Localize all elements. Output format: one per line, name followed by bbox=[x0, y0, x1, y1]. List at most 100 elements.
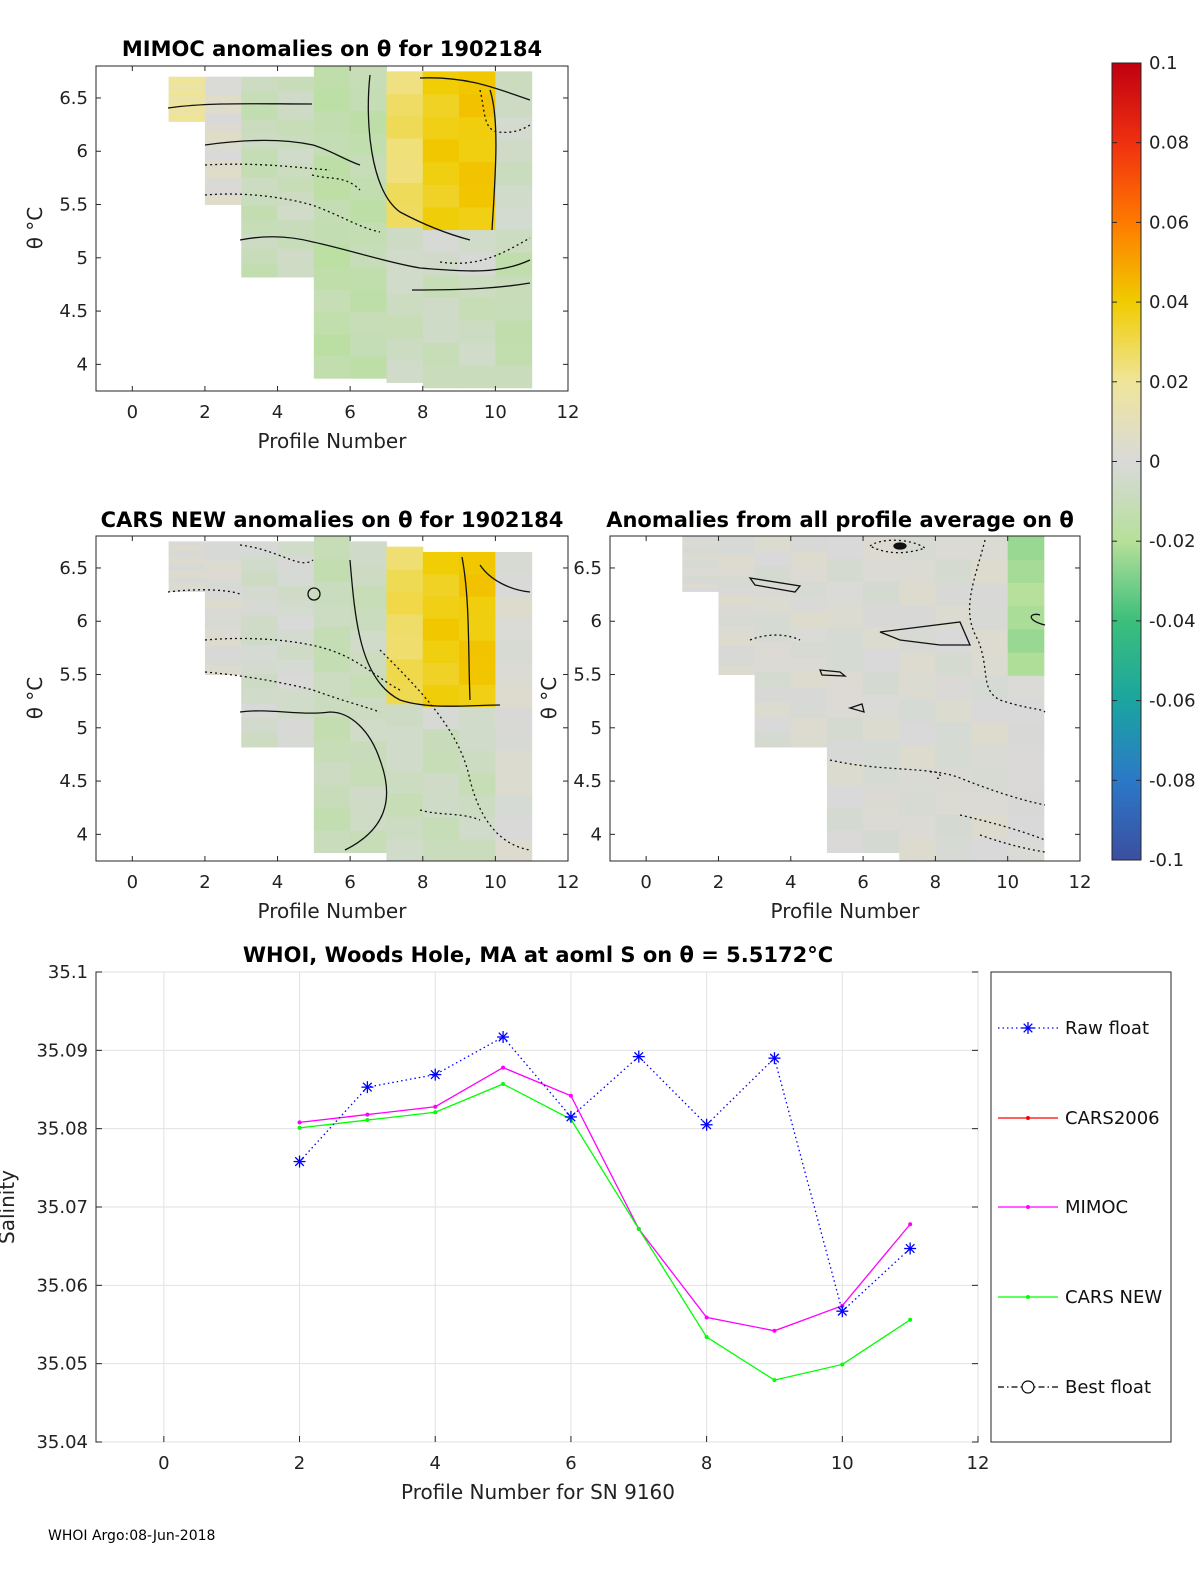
profile-average-cell bbox=[826, 784, 864, 808]
cars-new-cell bbox=[313, 649, 351, 673]
mimoc-cell bbox=[495, 229, 533, 253]
mimoc-cell bbox=[495, 139, 533, 163]
profile-average-cell bbox=[863, 762, 900, 786]
mimoc-x-label: Profile Number bbox=[258, 429, 408, 453]
mimoc-cell bbox=[495, 206, 533, 231]
profile-average-cell bbox=[682, 575, 719, 581]
cars-new-cell bbox=[204, 665, 242, 676]
profile-average-cell bbox=[826, 626, 864, 650]
mimoc-cell bbox=[386, 271, 424, 295]
raw-float-point bbox=[632, 1050, 645, 1063]
profile-average-cell bbox=[1007, 582, 1045, 607]
cars-new-cell bbox=[241, 673, 279, 689]
profile-average-cell bbox=[899, 791, 936, 816]
mimoc-cell bbox=[350, 355, 387, 379]
profile-average-cell bbox=[826, 649, 864, 673]
mimoc-cell bbox=[168, 108, 206, 113]
profile-average-cell bbox=[826, 762, 864, 786]
mimoc-contours bbox=[167, 74, 531, 291]
cars-new-cell bbox=[386, 703, 424, 727]
profile-average-y-tick-label: 5.5 bbox=[573, 665, 602, 686]
mimoc-cell bbox=[459, 139, 496, 163]
cars-new-cell bbox=[277, 644, 315, 660]
mimoc-cell bbox=[422, 161, 460, 185]
cars-new-cell bbox=[168, 552, 206, 557]
cars-new-cell bbox=[422, 750, 460, 774]
legend-label-cars-new: CARS NEW bbox=[1065, 1287, 1162, 1308]
cars-new-cell bbox=[495, 706, 533, 730]
mimoc-cell bbox=[313, 177, 351, 201]
salinity-series bbox=[293, 1031, 917, 1383]
profile-average-cell bbox=[718, 644, 756, 656]
cars-new-cell bbox=[459, 706, 496, 730]
cars-new-cell bbox=[204, 550, 242, 561]
mimoc-cell bbox=[350, 222, 387, 245]
cars-new-cell bbox=[495, 640, 533, 663]
mimoc-cell bbox=[422, 319, 460, 344]
mimoc-point bbox=[908, 1222, 913, 1227]
colorbar-tick-label: -0.02 bbox=[1149, 531, 1196, 552]
mimoc-cell bbox=[168, 86, 206, 90]
mimoc-cell bbox=[459, 184, 496, 208]
mimoc-cell bbox=[350, 289, 387, 312]
profile-average-cell bbox=[863, 716, 900, 740]
cars-new-cell bbox=[495, 728, 533, 752]
profile-average-cell bbox=[863, 807, 900, 831]
profile-average-cell bbox=[863, 739, 900, 763]
cars-new-cell bbox=[241, 717, 279, 733]
mimoc-cell bbox=[168, 76, 206, 81]
cars-new-point bbox=[433, 1110, 438, 1115]
mimoc-cell bbox=[422, 139, 460, 163]
cars-new-cell bbox=[495, 750, 533, 774]
legend-marker-cars-new bbox=[1026, 1295, 1030, 1299]
mimoc-cell bbox=[241, 76, 279, 92]
profile-average-cell bbox=[899, 837, 936, 862]
legend-entry-cars2006: CARS2006 bbox=[998, 1108, 1160, 1129]
profile-average-cell bbox=[682, 571, 719, 577]
cars-new-cell bbox=[277, 732, 315, 748]
profile-average-cell bbox=[754, 671, 792, 688]
cars-new-x-tick-label: 4 bbox=[272, 872, 283, 893]
profile-average-cell bbox=[718, 664, 756, 676]
profile-average-cell bbox=[863, 536, 900, 560]
cars-new-cell bbox=[386, 591, 424, 615]
mimoc-cell bbox=[313, 355, 351, 379]
mimoc-cell bbox=[422, 252, 460, 276]
legend-items: Raw float CARS2006 MIMOC CARS NEW Best float bbox=[998, 1018, 1162, 1398]
profile-average-cell bbox=[718, 545, 756, 557]
cars-new-cell bbox=[350, 763, 387, 787]
mimoc-y-tick-label: 4.5 bbox=[59, 301, 88, 322]
cars-new-cell bbox=[168, 544, 206, 549]
cars-new-cell bbox=[350, 830, 387, 853]
profile-average-cell bbox=[971, 605, 1009, 630]
mimoc-cell bbox=[422, 365, 460, 389]
profile-average-cell bbox=[971, 768, 1009, 792]
profile-average-cell bbox=[682, 563, 719, 569]
cars-new-y-tick-label: 5 bbox=[77, 718, 88, 739]
profile-average-cell bbox=[863, 603, 900, 627]
profile-average-cell bbox=[1007, 768, 1045, 792]
cars-new-cell bbox=[313, 536, 351, 560]
cars-new-y-tick-label: 4 bbox=[77, 824, 88, 845]
mimoc-cell bbox=[422, 71, 460, 95]
cars-new-y-tick-label: 5.5 bbox=[59, 665, 88, 686]
mimoc-cell bbox=[495, 116, 533, 140]
mimoc-cell bbox=[241, 90, 279, 106]
profile-average-cell bbox=[754, 641, 792, 658]
profile-average-cell bbox=[790, 611, 828, 627]
mimoc-cell bbox=[277, 176, 315, 192]
profile-average-cell bbox=[682, 583, 719, 588]
profile-average-cell bbox=[899, 768, 936, 792]
mimoc-y-tick-label: 6 bbox=[77, 141, 88, 162]
mimoc-series-line bbox=[299, 1066, 911, 1332]
cars-new-cell bbox=[386, 838, 424, 862]
mimoc-cell bbox=[350, 177, 387, 201]
mimoc-cell bbox=[241, 105, 279, 121]
mimoc-cell bbox=[459, 93, 496, 118]
mimoc-cell bbox=[313, 199, 351, 223]
mimoc-cell bbox=[422, 274, 460, 298]
colorbar-tick-label: 0.02 bbox=[1149, 372, 1189, 393]
cars-new-cell bbox=[204, 645, 242, 656]
colorbar-tick-label: 0.06 bbox=[1149, 212, 1189, 233]
mimoc-cell bbox=[350, 199, 387, 223]
